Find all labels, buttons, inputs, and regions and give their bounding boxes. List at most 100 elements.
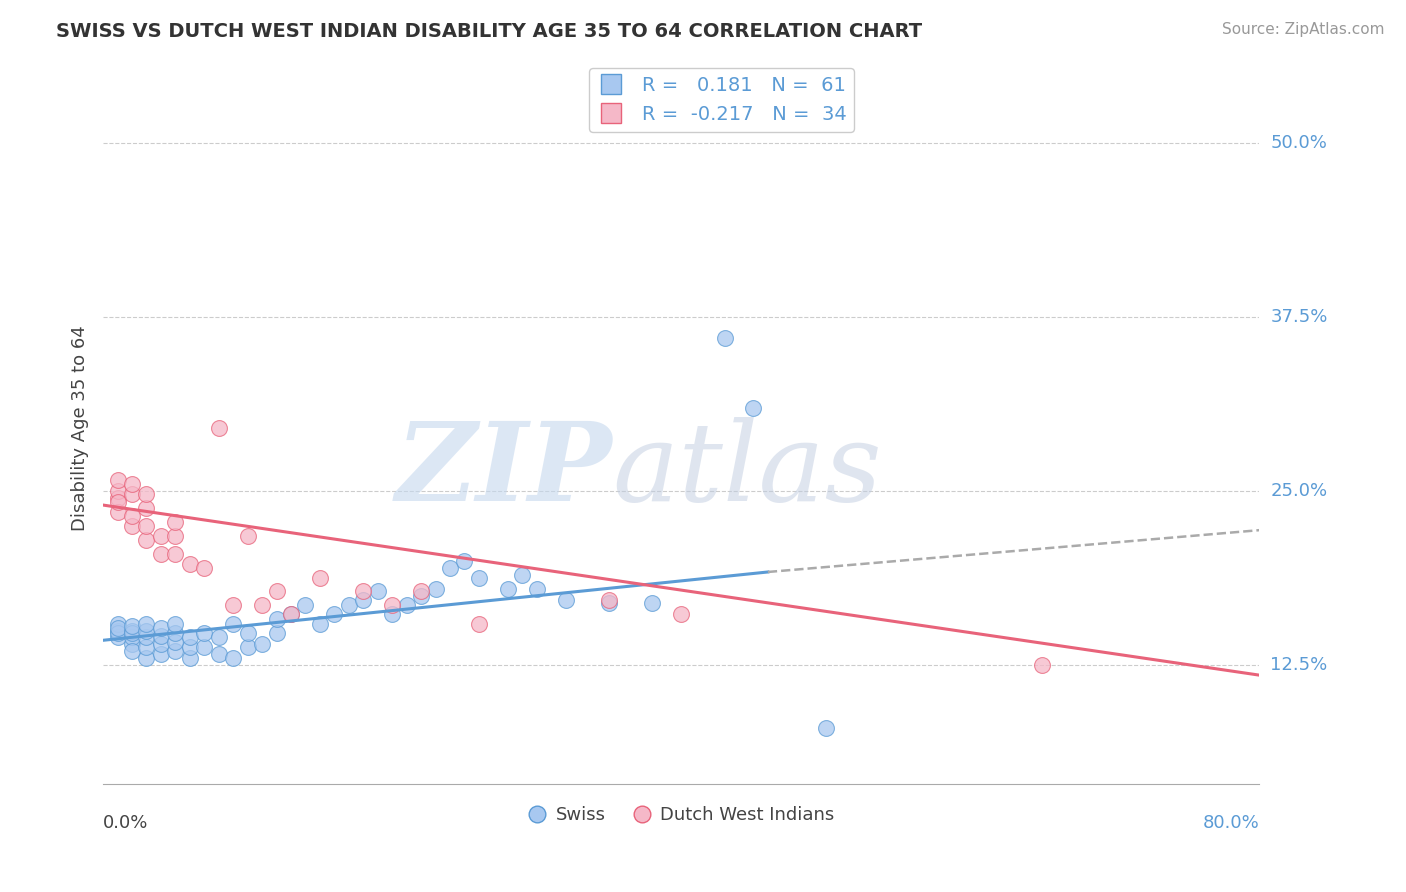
Text: Source: ZipAtlas.com: Source: ZipAtlas.com (1222, 22, 1385, 37)
Point (510, 567, 533, 582)
Point (179, 651, 201, 665)
Point (250, 599, 273, 613)
Point (135, 651, 157, 665)
Point (294, 599, 316, 613)
Point (179, 640, 201, 655)
Point (165, 644, 187, 658)
Point (222, 599, 245, 613)
Point (121, 477, 143, 491)
Point (107, 621, 129, 635)
Point (280, 607, 302, 621)
Point (135, 616, 157, 631)
Point (165, 529, 187, 543)
Point (107, 505, 129, 519)
Point (266, 584, 288, 599)
Text: 50.0%: 50.0% (1271, 134, 1327, 152)
Point (236, 626, 259, 640)
Point (165, 547, 187, 561)
Point (193, 626, 215, 640)
Point (165, 634, 187, 648)
Point (352, 592, 374, 607)
Point (1031, 658, 1053, 673)
Point (107, 626, 129, 640)
Point (135, 533, 157, 547)
Point (165, 616, 187, 631)
Point (453, 554, 475, 568)
Point (352, 584, 374, 599)
Point (193, 640, 215, 655)
Point (107, 624, 129, 638)
Point (554, 592, 576, 607)
Point (236, 529, 259, 543)
Point (149, 629, 172, 643)
Text: SWISS VS DUTCH WEST INDIAN DISABILITY AGE 35 TO 64 CORRELATION CHART: SWISS VS DUTCH WEST INDIAN DISABILITY AG… (56, 22, 922, 41)
Point (222, 616, 245, 631)
Point (135, 519, 157, 533)
Point (266, 612, 288, 626)
Point (381, 599, 404, 613)
Point (121, 631, 143, 645)
Point (395, 599, 418, 613)
Point (250, 637, 273, 651)
Text: 25.0%: 25.0% (1271, 483, 1327, 500)
Text: atlas: atlas (612, 417, 882, 524)
Point (208, 421, 231, 435)
Point (641, 596, 664, 610)
Text: 0.0%: 0.0% (103, 814, 149, 832)
Text: ZIP: ZIP (395, 417, 612, 524)
Y-axis label: Disability Age 35 to 64: Disability Age 35 to 64 (72, 326, 89, 532)
Point (135, 500, 157, 515)
Point (121, 619, 143, 633)
Point (107, 484, 129, 499)
Point (121, 637, 143, 651)
Point (309, 616, 332, 631)
Point (496, 582, 519, 596)
Point (381, 607, 404, 621)
Point (135, 487, 157, 501)
Point (107, 473, 129, 487)
Point (669, 607, 692, 621)
Point (121, 519, 143, 533)
Point (439, 561, 461, 575)
Point (598, 592, 620, 607)
Text: 80.0%: 80.0% (1202, 814, 1260, 832)
Point (425, 582, 447, 596)
Point (208, 631, 231, 645)
Point (121, 626, 143, 640)
Point (121, 509, 143, 524)
Point (149, 547, 172, 561)
Text: 12.5%: 12.5% (1271, 657, 1327, 674)
Point (814, 721, 837, 735)
Point (468, 570, 491, 584)
Point (107, 491, 129, 505)
Point (266, 626, 288, 640)
Point (149, 529, 172, 543)
Point (208, 647, 231, 661)
Point (165, 515, 187, 529)
Point (367, 584, 389, 599)
Point (742, 401, 765, 415)
Point (121, 644, 143, 658)
Point (179, 557, 201, 571)
Point (165, 626, 187, 640)
Point (409, 584, 432, 599)
Point (280, 607, 302, 621)
Point (135, 640, 157, 655)
Point (149, 647, 172, 661)
Point (107, 616, 129, 631)
Point (236, 640, 259, 655)
Point (179, 631, 201, 645)
Point (309, 570, 332, 584)
Point (526, 582, 548, 596)
Legend: Swiss, Dutch West Indians: Swiss, Dutch West Indians (522, 799, 841, 831)
Point (135, 631, 157, 645)
Point (222, 651, 245, 665)
Text: 37.5%: 37.5% (1271, 308, 1327, 326)
Point (135, 624, 157, 638)
Point (107, 631, 129, 645)
Point (409, 589, 432, 603)
Point (149, 637, 172, 651)
Point (107, 495, 129, 509)
Point (149, 621, 172, 635)
Point (468, 616, 491, 631)
